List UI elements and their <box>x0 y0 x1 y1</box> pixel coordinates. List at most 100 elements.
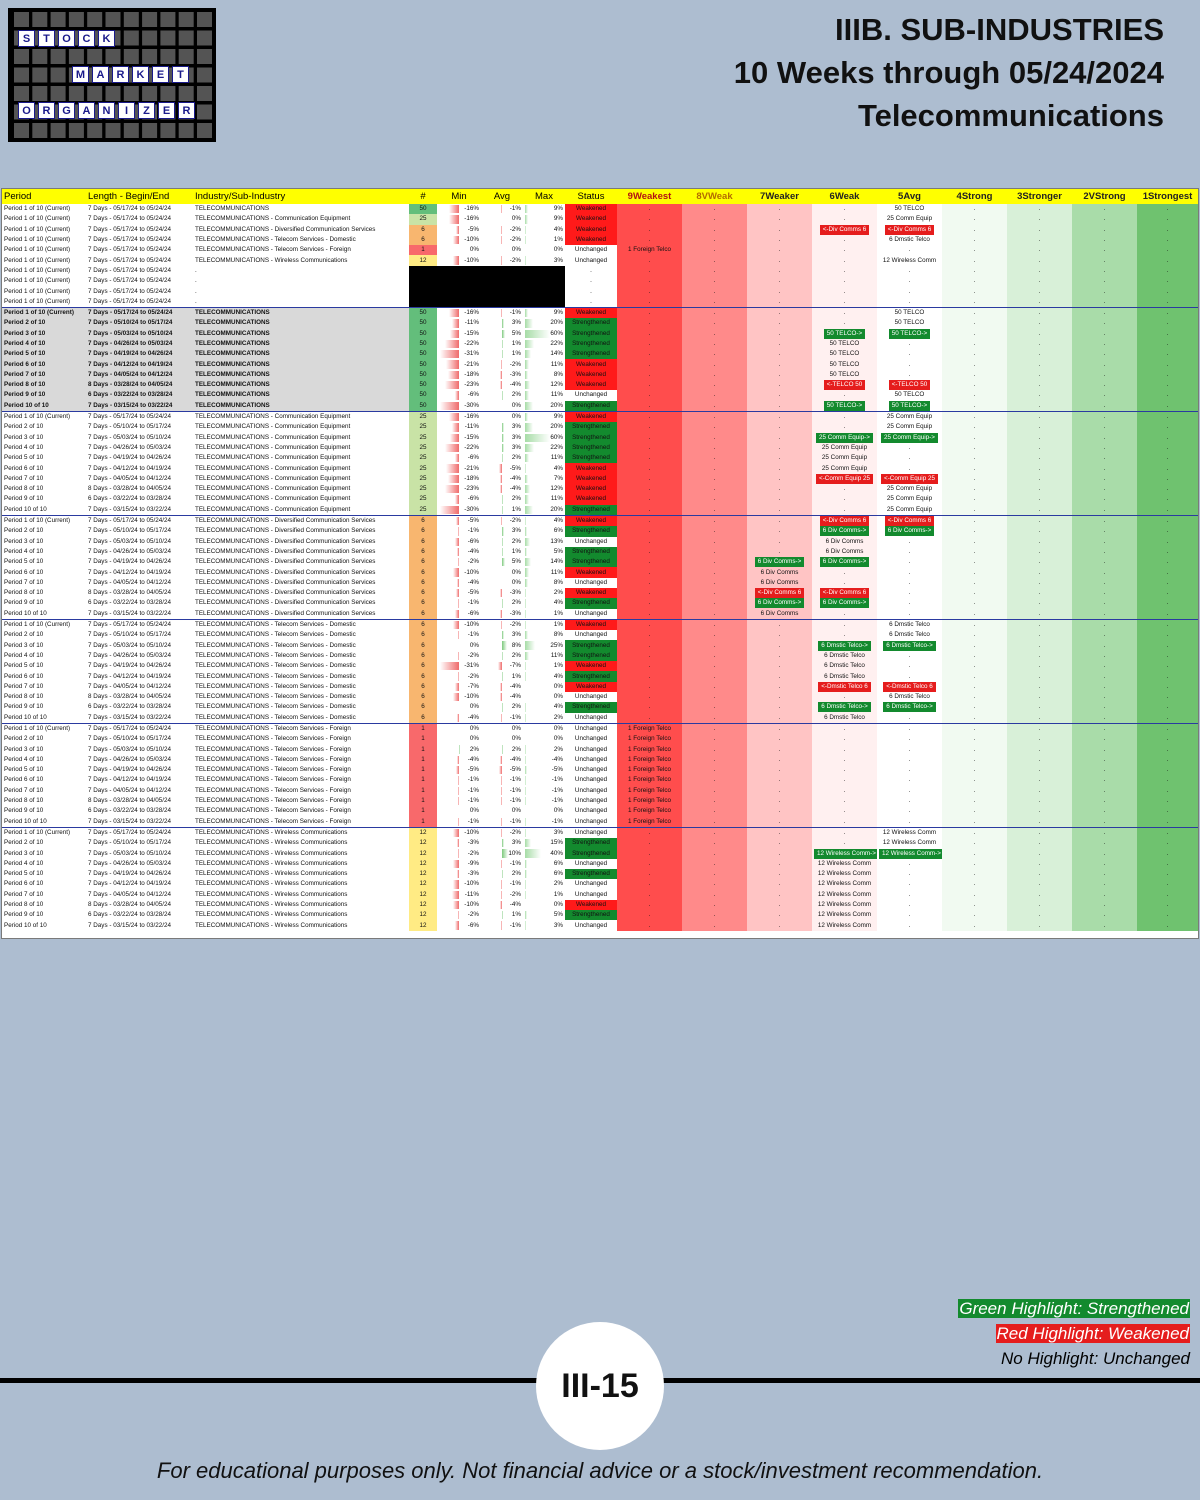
table-row[interactable]: Period 10 of 10 7 Days - 03/15/24 to 03/2… <box>2 504 1198 516</box>
length-cell: 7 Days - 04/19/24 to 04/26/24 <box>86 661 193 672</box>
table-row[interactable]: Period 2 of 10 7 Days - 05/10/24 to 05/17… <box>2 526 1198 537</box>
status-badge: Unchanged <box>574 921 608 929</box>
table-row[interactable]: Period 1 of 10 (Current) 7 Days - 05/17/2… <box>2 722 1198 735</box>
tier-cell-5avg: . <box>877 712 942 724</box>
table-row[interactable]: Period 8 of 10 8 Days - 03/28/24 to 04/05… <box>2 899 1198 911</box>
table-row[interactable]: Period 6 of 10 7 Days - 04/12/24 to 04/19… <box>2 775 1198 786</box>
table-row[interactable]: Period 10 of 10 7 Days - 03/15/24 to 03/2… <box>2 712 1198 724</box>
table-row[interactable]: Period 1 of 10 (Current) 7 Days - 05/17/2… <box>2 618 1198 631</box>
table-row[interactable]: Period 6 of 10 7 Days - 04/12/24 to 04/19… <box>2 671 1198 682</box>
table-row[interactable]: Period 3 of 10 7 Days - 05/03/24 to 05/10… <box>2 848 1198 859</box>
table-row[interactable]: Period 1 of 10 (Current) 7 Days - 05/17/2… <box>2 204 1198 215</box>
table-row[interactable]: Period 3 of 10 7 Days - 05/03/24 to 05/10… <box>2 640 1198 651</box>
period-cell: Period 10 of 10 <box>2 712 86 724</box>
table-row[interactable]: Period 6 of 10 7 Days - 04/12/24 to 04/19… <box>2 567 1198 578</box>
table-row[interactable]: Period 1 of 10 (Current) 7 Days - 05/17/2… <box>2 306 1198 319</box>
tier-cell-3stronger: . <box>1007 879 1072 890</box>
status-badge: Weakened <box>565 224 617 235</box>
min-cell: -4% <box>437 578 481 588</box>
table-row[interactable]: Period 1 of 10 (Current) 7 Days - 05/17/2… <box>2 410 1198 423</box>
table-row[interactable]: Period 1 of 10 (Current) 7 Days - 05/17/2… <box>2 286 1198 297</box>
table-row[interactable]: Period 1 of 10 (Current) 7 Days - 05/17/2… <box>2 255 1198 266</box>
table-row[interactable]: Period 5 of 10 7 Days - 04/19/24 to 04/26… <box>2 557 1198 568</box>
table-row[interactable]: Period 5 of 10 7 Days - 04/19/24 to 04/26… <box>2 453 1198 464</box>
table-row[interactable]: Period 1 of 10 (Current) 7 Days - 05/17/2… <box>2 234 1198 246</box>
max-value: 60% <box>550 329 563 337</box>
tier-cell-7weaker: . <box>747 826 812 839</box>
table-row[interactable]: Period 10 of 10 7 Days - 03/15/24 to 03/2… <box>2 920 1198 931</box>
tier-cell-1strongest: . <box>1137 442 1198 454</box>
sub-industry-position-label: 12 Wireless Comm <box>882 839 937 847</box>
table-row[interactable]: Period 1 of 10 (Current) 7 Days - 05/17/2… <box>2 276 1198 287</box>
table-row[interactable]: Period 3 of 10 7 Days - 05/03/24 to 05/10… <box>2 536 1198 547</box>
min-databar <box>453 859 459 868</box>
table-row[interactable]: Period 6 of 10 7 Days - 04/12/24 to 04/19… <box>2 359 1198 370</box>
table-row[interactable]: Period 1 of 10 (Current) 7 Days - 05/17/2… <box>2 514 1198 527</box>
table-row[interactable]: Period 10 of 10 7 Days - 03/15/24 to 03/2… <box>2 816 1198 828</box>
table-row[interactable]: Period 3 of 10 7 Days - 05/03/24 to 05/10… <box>2 328 1198 339</box>
table-row[interactable]: Period 8 of 10 8 Days - 03/28/24 to 04/05… <box>2 691 1198 703</box>
table-row[interactable]: Period 1 of 10 (Current) 7 Days - 05/17/2… <box>2 265 1198 277</box>
min-cell: -1% <box>437 786 481 796</box>
table-row[interactable]: Period 9 of 10 6 Days - 03/22/24 to 03/28… <box>2 910 1198 921</box>
table-row[interactable]: Period 9 of 10 6 Days - 03/22/24 to 03/28… <box>2 390 1198 401</box>
table-row[interactable]: Period 4 of 10 7 Days - 04/26/24 to 05/03… <box>2 858 1198 869</box>
avg-databar <box>500 828 502 838</box>
table-row[interactable]: Period 2 of 10 7 Days - 05/10/24 to 05/17… <box>2 318 1198 329</box>
table-row[interactable]: Period 4 of 10 7 Days - 04/26/24 to 05/03… <box>2 442 1198 454</box>
tier-cell-1strongest: . <box>1137 557 1198 568</box>
status-badge: Unchanged <box>574 537 608 545</box>
industry-name-cell: TELECOMMUNICATIONS - Telecom Services - … <box>193 618 409 631</box>
table-row[interactable]: Period 7 of 10 7 Days - 04/05/24 to 04/12… <box>2 889 1198 900</box>
min-value: 0% <box>469 724 479 732</box>
table-row[interactable]: Period 9 of 10 6 Days - 03/22/24 to 03/28… <box>2 598 1198 609</box>
table-row[interactable]: Period 4 of 10 7 Days - 04/26/24 to 05/03… <box>2 338 1198 350</box>
table-row[interactable]: Period 8 of 10 8 Days - 03/28/24 to 04/05… <box>2 380 1198 391</box>
industry-name-cell: . <box>193 276 409 287</box>
table-row[interactable]: Period 2 of 10 7 Days - 05/10/24 to 05/17… <box>2 422 1198 433</box>
min-databar <box>457 839 459 848</box>
table-row[interactable]: Period 6 of 10 7 Days - 04/12/24 to 04/19… <box>2 463 1198 474</box>
table-row[interactable]: Period 10 of 10 7 Days - 03/15/24 to 03/2… <box>2 608 1198 620</box>
table-row[interactable]: Period 3 of 10 7 Days - 05/03/24 to 05/10… <box>2 432 1198 443</box>
table-row[interactable]: Period 5 of 10 7 Days - 04/19/24 to 04/26… <box>2 349 1198 360</box>
table-row[interactable]: Period 8 of 10 8 Days - 03/28/24 to 04/05… <box>2 587 1198 599</box>
table-row[interactable]: Period 1 of 10 (Current) 7 Days - 05/17/2… <box>2 826 1198 839</box>
table-row[interactable]: Period 7 of 10 7 Days - 04/05/24 to 04/12… <box>2 369 1198 381</box>
table-row[interactable]: Period 4 of 10 7 Days - 04/26/24 to 05/03… <box>2 754 1198 766</box>
table-row[interactable]: Period 4 of 10 7 Days - 04/26/24 to 05/03… <box>2 546 1198 558</box>
tier-cell-1strongest: . <box>1137 744 1198 755</box>
table-row[interactable]: Period 7 of 10 7 Days - 04/05/24 to 04/12… <box>2 681 1198 692</box>
table-row[interactable]: Period 7 of 10 7 Days - 04/05/24 to 04/12… <box>2 473 1198 485</box>
tier-cell-5avg: . <box>877 245 942 256</box>
table-row[interactable]: Period 5 of 10 7 Days - 04/19/24 to 04/26… <box>2 869 1198 880</box>
table-row[interactable]: Period 10 of 10 7 Days - 03/15/24 to 03/2… <box>2 400 1198 412</box>
table-row[interactable]: Period 1 of 10 (Current) 7 Days - 05/17/2… <box>2 245 1198 256</box>
table-row[interactable]: Period 2 of 10 7 Days - 05/10/24 to 05/17… <box>2 838 1198 849</box>
table-row[interactable]: Period 2 of 10 7 Days - 05/10/24 to 05/17… <box>2 630 1198 641</box>
table-row[interactable]: Period 4 of 10 7 Days - 04/26/24 to 05/03… <box>2 650 1198 662</box>
count-cell: 25 <box>409 504 437 516</box>
table-row[interactable]: Period 3 of 10 7 Days - 05/03/24 to 05/10… <box>2 744 1198 755</box>
table-row[interactable]: Period 8 of 10 8 Days - 03/28/24 to 04/05… <box>2 795 1198 807</box>
table-row[interactable]: Period 9 of 10 6 Days - 03/22/24 to 03/28… <box>2 806 1198 817</box>
table-row[interactable]: Period 9 of 10 6 Days - 03/22/24 to 03/28… <box>2 702 1198 713</box>
table-row[interactable]: Period 7 of 10 7 Days - 04/05/24 to 04/12… <box>2 577 1198 588</box>
table-row[interactable]: Period 7 of 10 7 Days - 04/05/24 to 04/12… <box>2 785 1198 796</box>
tier-cell-4strong: . <box>942 848 1007 859</box>
table-row[interactable]: Period 5 of 10 7 Days - 04/19/24 to 04/26… <box>2 765 1198 776</box>
min-cell: -1% <box>437 526 481 536</box>
table-row[interactable]: Period 2 of 10 7 Days - 05/10/24 to 05/17… <box>2 734 1198 745</box>
avg-cell: 3% <box>481 526 523 536</box>
table-row[interactable]: Period 9 of 10 6 Days - 03/22/24 to 03/28… <box>2 494 1198 505</box>
tier-cell-1strongest: . <box>1137 234 1198 246</box>
table-row[interactable]: Period 5 of 10 7 Days - 04/19/24 to 04/26… <box>2 661 1198 672</box>
table-row[interactable]: Period 1 of 10 (Current) 7 Days - 05/17/2… <box>2 224 1198 235</box>
table-row[interactable]: Period 1 of 10 (Current) 7 Days - 05/17/2… <box>2 214 1198 225</box>
table-row[interactable]: Period 8 of 10 8 Days - 03/28/24 to 04/05… <box>2 484 1198 495</box>
table-row[interactable]: Period 1 of 10 (Current) 7 Days - 05/17/2… <box>2 296 1198 308</box>
length-cell: 8 Days - 03/28/24 to 04/05/24 <box>86 899 193 911</box>
table-row[interactable]: Period 6 of 10 7 Days - 04/12/24 to 04/19… <box>2 879 1198 890</box>
tier-cell-6weak: <-Div Comms 6 <box>812 514 877 527</box>
status-cell: . <box>565 286 617 297</box>
